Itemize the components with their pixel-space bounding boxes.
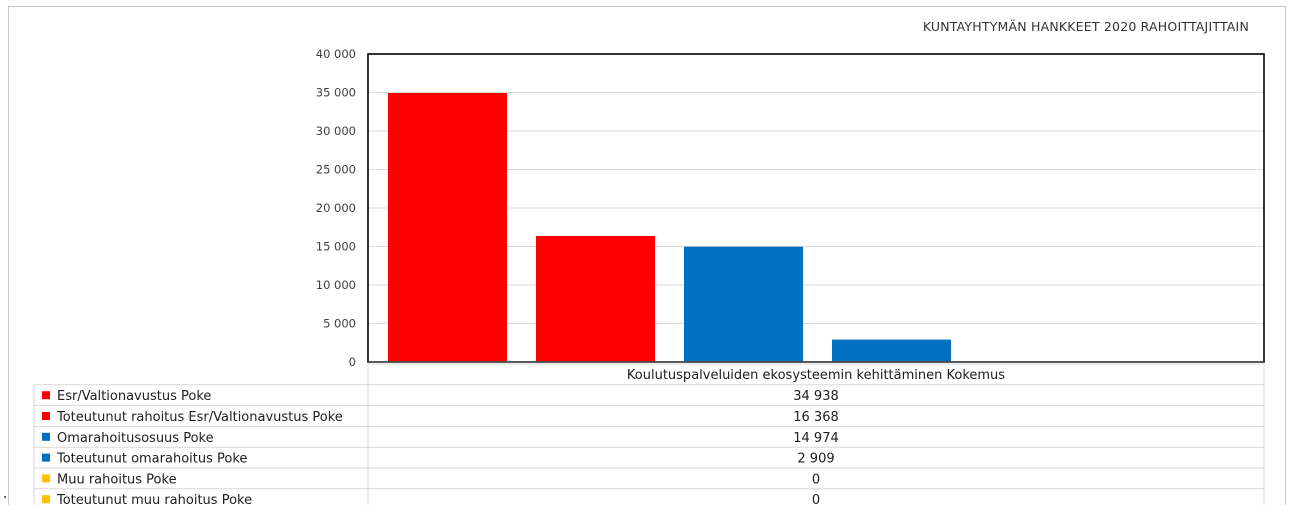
legend-swatch xyxy=(42,432,50,441)
legend-label: Omarahoitusosuus Poke xyxy=(57,431,214,446)
bar xyxy=(388,92,507,362)
data-label: 0 xyxy=(812,472,820,487)
grid-lines xyxy=(368,92,1264,324)
bar xyxy=(832,339,951,362)
data-table: Koulutuspalveluiden ekosysteemin kehittä… xyxy=(33,363,1265,505)
data-label: 34 938 xyxy=(793,389,839,404)
y-tick-label: 40 000 xyxy=(316,47,356,61)
y-tick-label: 0 xyxy=(349,355,356,369)
data-label: 2 909 xyxy=(797,452,834,467)
legend-swatch xyxy=(42,391,50,400)
legend-label: Toteutunut omarahoitus Poke xyxy=(56,452,247,467)
legend-label: Toteutunut rahoitus Esr/Valtionavustus P… xyxy=(56,410,343,425)
bar xyxy=(684,246,803,362)
corner-mark xyxy=(4,496,6,498)
legend-label: Toteutunut muu rahoitus Poke xyxy=(56,493,252,505)
legend-swatch xyxy=(42,453,50,462)
legend-swatch xyxy=(42,412,50,420)
y-tick-label: 35 000 xyxy=(316,86,356,100)
data-label: 14 974 xyxy=(793,431,839,446)
legend-swatch xyxy=(42,474,50,483)
y-tick-label: 15 000 xyxy=(316,240,356,254)
chart-frame xyxy=(8,6,1286,505)
legend-swatch xyxy=(42,495,50,504)
legend-label: Muu rahoitus Poke xyxy=(57,472,177,487)
chart-title: KUNTAYHTYMÄN HANKKEET 2020 RAHOITTAJITTA… xyxy=(922,19,1249,34)
data-label: 0 xyxy=(812,493,820,505)
y-tick-label: 5 000 xyxy=(323,317,356,331)
y-tick-label: 25 000 xyxy=(316,163,356,177)
bar xyxy=(536,235,655,362)
bars xyxy=(388,92,951,362)
y-tick-label: 30 000 xyxy=(316,124,356,138)
data-label: 16 368 xyxy=(793,410,839,425)
category-label: Koulutuspalveluiden ekosysteemin kehittä… xyxy=(627,368,1005,383)
y-tick-label: 20 000 xyxy=(316,201,356,215)
axes: 0 5 000 10 000 15 000 20 000 25 000 30 000 35 0… xyxy=(316,47,1265,369)
y-tick-label: 10 000 xyxy=(316,278,356,292)
legend-label: Esr/Valtionavustus Poke xyxy=(57,389,211,404)
